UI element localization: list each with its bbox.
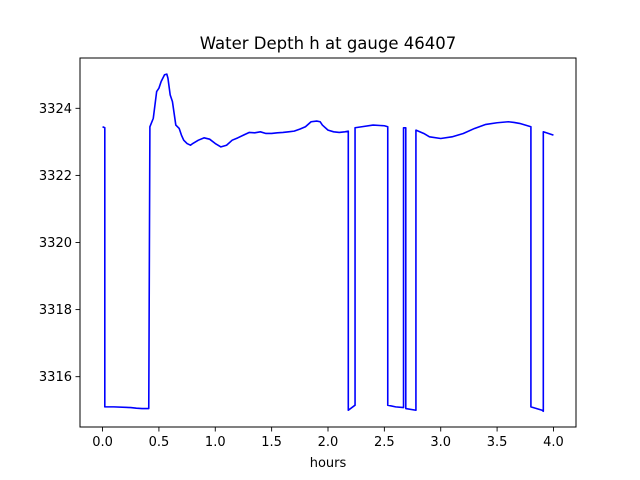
x-tick-label: 3.5 xyxy=(487,435,508,450)
x-tick-label: 3.0 xyxy=(430,435,451,450)
x-tick-label: 0.5 xyxy=(149,435,170,450)
x-tick-label: 1.5 xyxy=(261,435,282,450)
x-tick-label: 1.0 xyxy=(205,435,226,450)
x-tick-label: 2.0 xyxy=(318,435,339,450)
chart-title: Water Depth h at gauge 46407 xyxy=(200,34,456,53)
y-tick-label: 3322 xyxy=(39,169,72,184)
y-tick-label: 3318 xyxy=(39,303,72,318)
x-tick-label: 0.0 xyxy=(92,435,113,450)
x-tick-label: 2.5 xyxy=(374,435,395,450)
x-axis-ticks: 0.0 0.5 1.0 1.5 2.0 2.5 3.0 3.5 4.0 xyxy=(92,427,564,450)
y-tick-label: 3316 xyxy=(39,370,72,385)
plot-area xyxy=(102,73,554,413)
x-axis-label: hours xyxy=(310,456,347,471)
series-line-0 xyxy=(102,73,554,413)
x-tick-label: 4.0 xyxy=(543,435,564,450)
y-tick-label: 3324 xyxy=(39,102,72,117)
y-axis-ticks: 3316 3318 3320 3322 3324 xyxy=(39,102,80,385)
y-tick-label: 3320 xyxy=(39,236,72,251)
